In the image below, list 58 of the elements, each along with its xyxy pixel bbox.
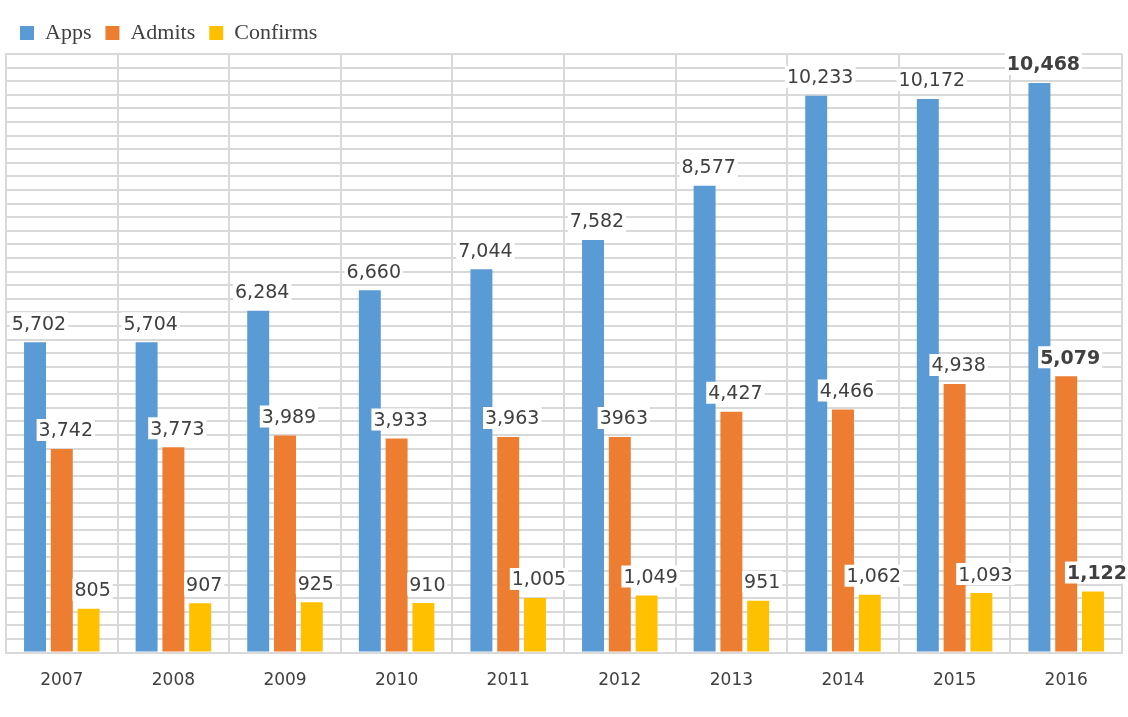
data-label: 1,049 xyxy=(623,564,678,587)
legend-label: Admits xyxy=(130,18,196,44)
data-label: 4,427 xyxy=(708,381,763,404)
data-label: 907 xyxy=(186,572,223,595)
data-label: 5,704 xyxy=(123,311,178,334)
x-tick-label: 2012 xyxy=(598,669,642,690)
data-label: 6,284 xyxy=(235,280,290,303)
data-label: 10,233 xyxy=(786,65,854,88)
data-label: 5,702 xyxy=(11,311,67,334)
data-label: 910 xyxy=(409,572,446,595)
bar xyxy=(385,438,408,652)
bar xyxy=(300,602,323,652)
legend-label: Apps xyxy=(45,18,92,44)
bar xyxy=(858,594,881,652)
bar xyxy=(162,447,185,652)
bar xyxy=(970,593,993,652)
x-tick-label: 2011 xyxy=(486,669,530,690)
data-label: 3,742 xyxy=(38,418,93,441)
x-tick-label: 2008 xyxy=(151,669,196,690)
data-label: 7,582 xyxy=(569,209,625,232)
x-tick-label: 2009 xyxy=(263,669,307,690)
legend-label: Confirms xyxy=(234,18,318,44)
data-label: 1,093 xyxy=(958,562,1013,585)
bar xyxy=(412,603,435,652)
bar xyxy=(274,435,296,652)
data-label: 7,044 xyxy=(458,238,513,261)
x-tick-label: 2015 xyxy=(932,669,977,690)
bar xyxy=(720,411,743,652)
bar xyxy=(1082,591,1104,652)
data-label: 3,773 xyxy=(150,416,205,439)
data-label: 1,062 xyxy=(846,564,901,587)
data-label: 3963 xyxy=(599,406,648,429)
bar xyxy=(50,448,73,652)
x-tick-label: 2013 xyxy=(709,669,754,690)
bar xyxy=(747,600,770,652)
data-label: 1,005 xyxy=(511,567,567,590)
bar xyxy=(635,595,658,652)
x-tick-label: 2007 xyxy=(40,669,84,690)
data-label: 925 xyxy=(297,571,334,594)
data-label: 3,989 xyxy=(261,404,317,427)
data-label: 3,963 xyxy=(485,406,540,429)
bar xyxy=(189,603,212,652)
data-label: 10,172 xyxy=(898,68,966,91)
data-label: 4,938 xyxy=(931,353,986,376)
data-label: 805 xyxy=(74,578,111,601)
data-label: 951 xyxy=(744,570,781,593)
data-label: 3,933 xyxy=(373,408,428,431)
data-label: 5,079 xyxy=(1040,345,1101,368)
data-label: 1,122 xyxy=(1066,560,1128,583)
data-label: 10,468 xyxy=(1006,52,1081,75)
bar xyxy=(77,608,100,652)
data-label: 4,466 xyxy=(819,379,875,402)
bar xyxy=(524,597,546,652)
x-tick-label: 2016 xyxy=(1044,669,1088,690)
x-tick-label: 2010 xyxy=(374,669,419,690)
data-label: 6,660 xyxy=(346,259,402,282)
x-tick-label: 2014 xyxy=(821,669,865,690)
data-label: 8,577 xyxy=(681,155,736,178)
